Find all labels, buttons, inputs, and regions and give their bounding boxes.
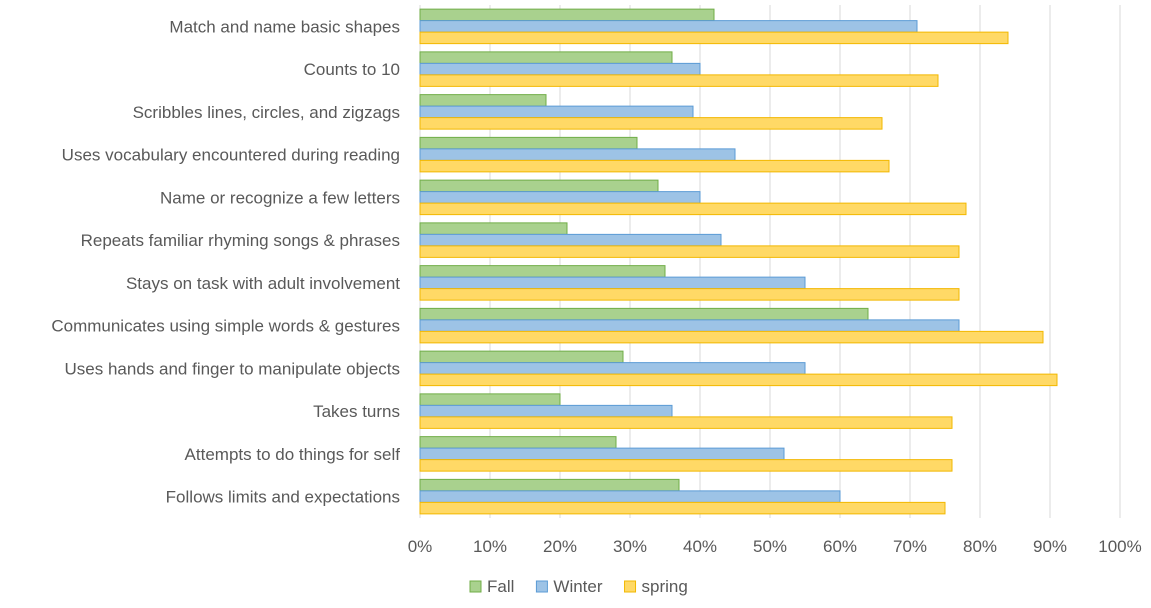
bar-fall-9 (419, 393, 561, 406)
bar-spring-10 (419, 459, 953, 472)
bar-winter-4 (419, 191, 701, 204)
bar-fall-2 (419, 94, 547, 107)
bars (419, 8, 1058, 515)
bar-fall-4 (419, 179, 659, 193)
category-label: Match and name basic shapes (169, 17, 400, 36)
x-tick-label: 90% (1033, 537, 1067, 556)
bar-fall-8 (419, 350, 624, 364)
legend-label-spring: spring (642, 577, 688, 596)
bar-winter-3 (419, 148, 736, 161)
bar-winter-0 (419, 20, 918, 33)
category-label: Repeats familiar rhyming songs & phrases (81, 231, 400, 250)
bar-winter-5 (419, 233, 722, 247)
x-tick-label: 40% (683, 537, 717, 556)
bar-spring-0 (419, 31, 1009, 45)
category-label: Uses vocabulary encountered during readi… (62, 146, 400, 165)
bar-spring-6 (419, 288, 960, 301)
legend-swatch-spring (624, 580, 637, 593)
x-tick-label: 50% (753, 537, 787, 556)
x-tick-label: 0% (408, 537, 433, 556)
bar-spring-3 (419, 159, 890, 173)
bar-fall-3 (419, 136, 638, 150)
x-tick-label: 60% (823, 537, 857, 556)
x-tick-label: 100% (1098, 537, 1141, 556)
bar-winter-1 (419, 62, 701, 76)
bar-spring-1 (419, 74, 939, 87)
bar-spring-2 (419, 117, 883, 130)
bar-fall-11 (419, 478, 680, 492)
bar-winter-9 (419, 404, 673, 418)
bar-winter-7 (419, 319, 960, 332)
category-label: Name or recognize a few letters (160, 188, 400, 207)
x-tick-label: 70% (893, 537, 927, 556)
category-labels: Match and name basic shapes Counts to 10 S… (51, 17, 400, 506)
gridlines (419, 5, 1121, 518)
x-tick-label: 20% (543, 537, 577, 556)
bar-spring-8 (419, 373, 1058, 387)
bar-winter-6 (419, 276, 806, 290)
bar-spring-5 (419, 245, 960, 258)
bar-fall-0 (419, 8, 715, 22)
category-label: Communicates using simple words & gestur… (51, 317, 400, 336)
bar-spring-11 (419, 501, 946, 515)
legend: Fall Winter spring (469, 577, 688, 596)
category-label: Stays on task with adult involvement (126, 274, 400, 293)
legend-swatch-winter (535, 580, 548, 593)
legend-swatch-fall (469, 580, 482, 593)
bar-spring-7 (419, 330, 1044, 344)
category-label: Follows limits and expectations (166, 488, 400, 507)
x-tick-label: 30% (613, 537, 647, 556)
bar-fall-1 (419, 51, 673, 64)
bar-winter-8 (419, 362, 806, 375)
bar-winter-2 (419, 105, 694, 119)
bar-spring-4 (419, 202, 967, 216)
legend-label-winter: Winter (553, 577, 602, 596)
legend-label-fall: Fall (487, 577, 514, 596)
bar-fall-5 (419, 222, 568, 235)
x-tick-labels: 0% 10% 20% 30% 40% 50% 60% 70% 80% 90% 100% (408, 537, 1142, 556)
category-label: Uses hands and finger to manipulate obje… (65, 359, 400, 378)
x-tick-label: 80% (963, 537, 997, 556)
bar-winter-11 (419, 490, 841, 503)
bar-fall-6 (419, 265, 666, 278)
bar-spring-9 (419, 416, 953, 429)
bar-winter-10 (419, 447, 785, 461)
category-label: Takes turns (313, 402, 400, 421)
bar-fall-10 (419, 436, 617, 449)
category-label: Attempts to do things for self (185, 445, 401, 464)
category-label: Counts to 10 (304, 60, 400, 79)
x-tick-label: 10% (473, 537, 507, 556)
category-label: Scribbles lines, circles, and zigzags (133, 103, 400, 122)
bar-fall-7 (419, 307, 869, 321)
